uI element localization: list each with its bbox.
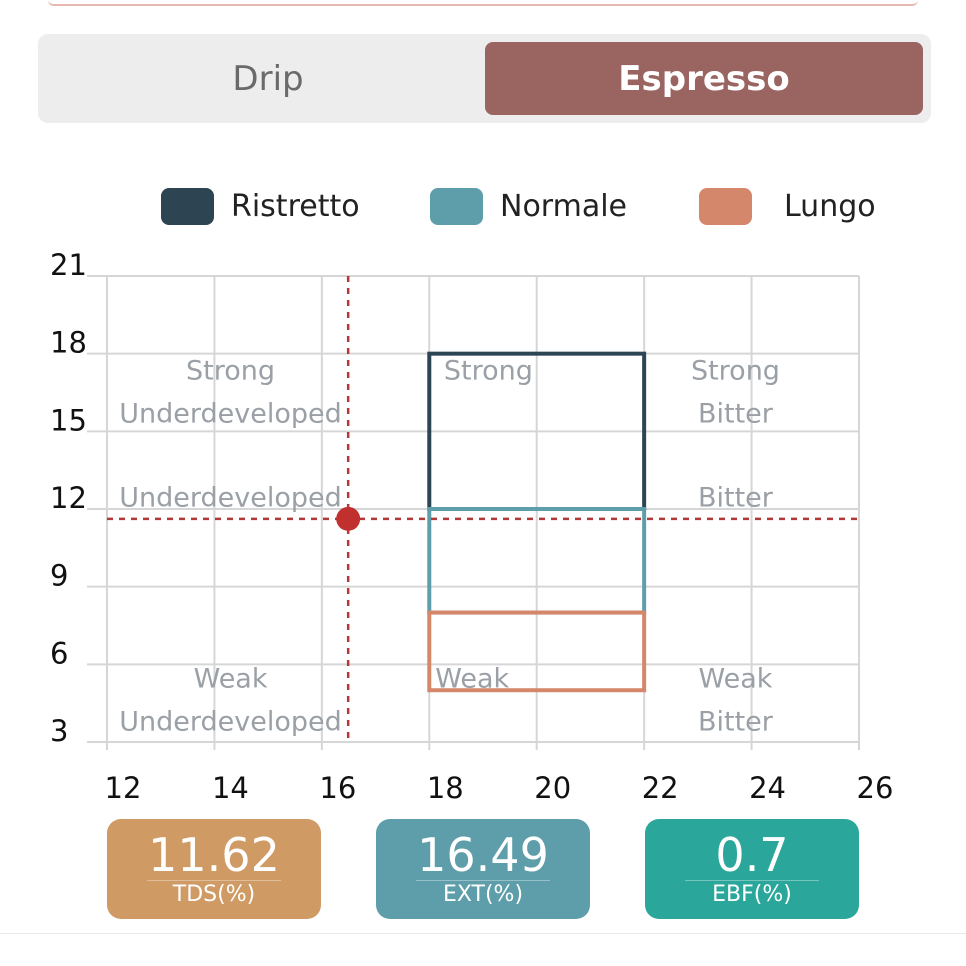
x-tick-label: 12 bbox=[105, 771, 142, 805]
legend-label-lungo: Lungo bbox=[784, 188, 876, 224]
zone-label: Underdeveloped bbox=[119, 482, 342, 513]
zone-label: Weak bbox=[698, 664, 772, 695]
legend-swatch-normale bbox=[430, 187, 483, 225]
x-tick-label: 20 bbox=[534, 771, 571, 805]
zone-label: Strong bbox=[691, 356, 780, 387]
extraction-chart: Strong Underdeveloped Strong Strong Bitter Un… bbox=[50, 248, 894, 805]
tab-espresso[interactable]: Espresso bbox=[485, 42, 923, 115]
stat-value-ebf: 0.7 bbox=[715, 828, 789, 882]
stat-divider bbox=[147, 880, 281, 881]
y-tick-label: 6 bbox=[50, 636, 68, 670]
stat-divider bbox=[416, 880, 550, 881]
stat-card-ext: 16.49 EXT(%) bbox=[376, 819, 590, 919]
bottom-divider bbox=[0, 933, 966, 934]
stat-value-ext: 16.49 bbox=[417, 828, 549, 882]
x-tick-label: 18 bbox=[427, 771, 464, 805]
y-tick-label: 18 bbox=[50, 326, 87, 360]
stat-card-tds: 11.62 TDS(%) bbox=[107, 819, 321, 919]
zone-label: Bitter bbox=[698, 482, 774, 513]
y-tick-label: 9 bbox=[50, 559, 68, 593]
stat-value-tds: 11.62 bbox=[148, 828, 280, 882]
zone-label: Underdeveloped bbox=[119, 707, 342, 738]
top-card-edge bbox=[48, 0, 918, 6]
legend-label-ristretto: Ristretto bbox=[231, 188, 360, 224]
legend-label-normale: Normale bbox=[500, 188, 628, 224]
zone-label: Bitter bbox=[698, 399, 774, 430]
x-tick-label: 16 bbox=[319, 771, 356, 805]
stat-card-ebf: 0.7 EBF(%) bbox=[645, 819, 859, 919]
legend-item-normale: Normale bbox=[430, 186, 627, 226]
zone-label: Strong bbox=[444, 356, 533, 387]
legend-item-lungo: Lungo bbox=[699, 186, 876, 226]
y-tick-label: 15 bbox=[50, 403, 87, 437]
x-tick-label: 26 bbox=[857, 771, 894, 805]
zone-label: Bitter bbox=[698, 707, 774, 738]
zone-label: Weak bbox=[194, 664, 268, 695]
zone-label: Underdeveloped bbox=[119, 399, 342, 430]
legend-swatch-ristretto bbox=[161, 187, 214, 225]
x-tick-label: 24 bbox=[749, 771, 786, 805]
region-lungo bbox=[427, 610, 647, 693]
legend-item-ristretto: Ristretto bbox=[161, 186, 360, 226]
brew-method-toggle: Drip Espresso bbox=[38, 34, 931, 123]
stat-label-ext: EXT(%) bbox=[442, 882, 524, 907]
stat-label-ebf: EBF(%) bbox=[712, 882, 792, 907]
y-tick-label: 3 bbox=[50, 714, 68, 748]
data-point bbox=[336, 506, 361, 531]
y-tick-label: 21 bbox=[50, 248, 87, 282]
legend-swatch-lungo bbox=[699, 187, 752, 225]
zone-label: Strong bbox=[186, 356, 275, 387]
x-tick-label: 22 bbox=[642, 771, 679, 805]
stat-label-tds: TDS(%) bbox=[172, 882, 256, 907]
x-tick-label: 14 bbox=[212, 771, 249, 805]
stat-divider bbox=[685, 880, 819, 881]
y-tick-label: 12 bbox=[50, 481, 87, 515]
tab-drip[interactable]: Drip bbox=[232, 58, 304, 99]
